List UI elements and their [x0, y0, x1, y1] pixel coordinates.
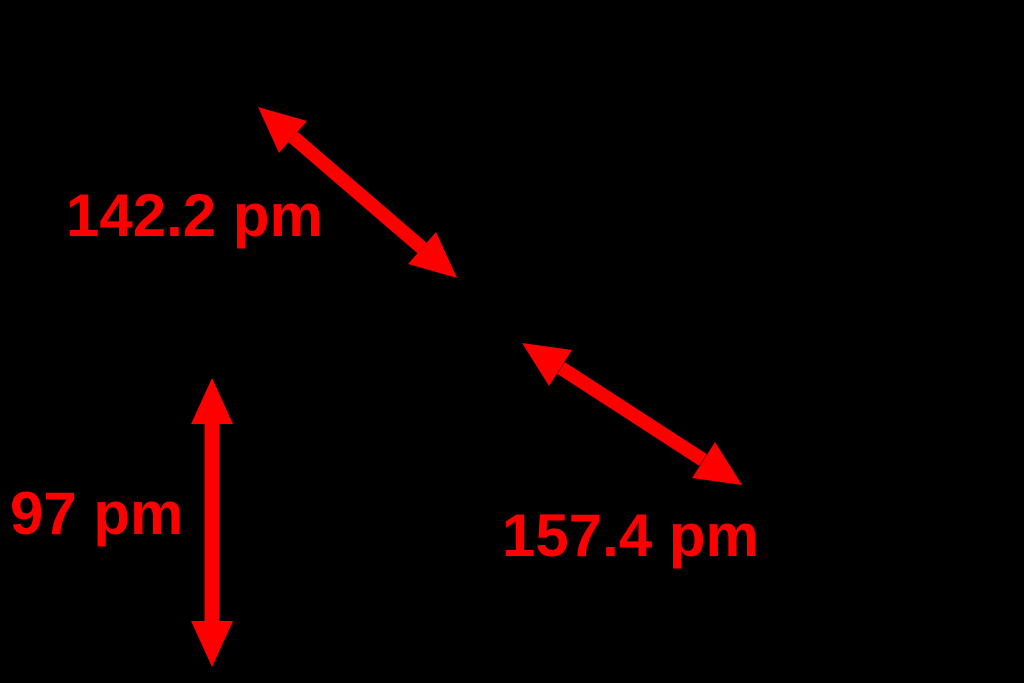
arrow-shaft — [288, 131, 427, 254]
arrow-142-2-pm — [258, 107, 457, 278]
arrowhead-up-icon — [191, 378, 233, 424]
arrow-97-pm — [191, 378, 233, 667]
bond-length-label-97-pm: 97 pm — [10, 480, 184, 547]
bond-length-label-142-2-pm: 142.2 pm — [66, 182, 323, 249]
arrowhead-down-right-icon — [692, 442, 742, 485]
arrow-157-4-pm — [522, 343, 742, 485]
arrow-shaft — [557, 362, 707, 466]
arrowhead-up-left-icon — [258, 107, 307, 153]
arrowhead-up-left-icon — [522, 343, 572, 386]
arrowhead-down-icon — [191, 621, 233, 667]
bond-length-label-157-4-pm: 157.4 pm — [502, 502, 759, 569]
arrowhead-down-right-icon — [408, 232, 457, 278]
